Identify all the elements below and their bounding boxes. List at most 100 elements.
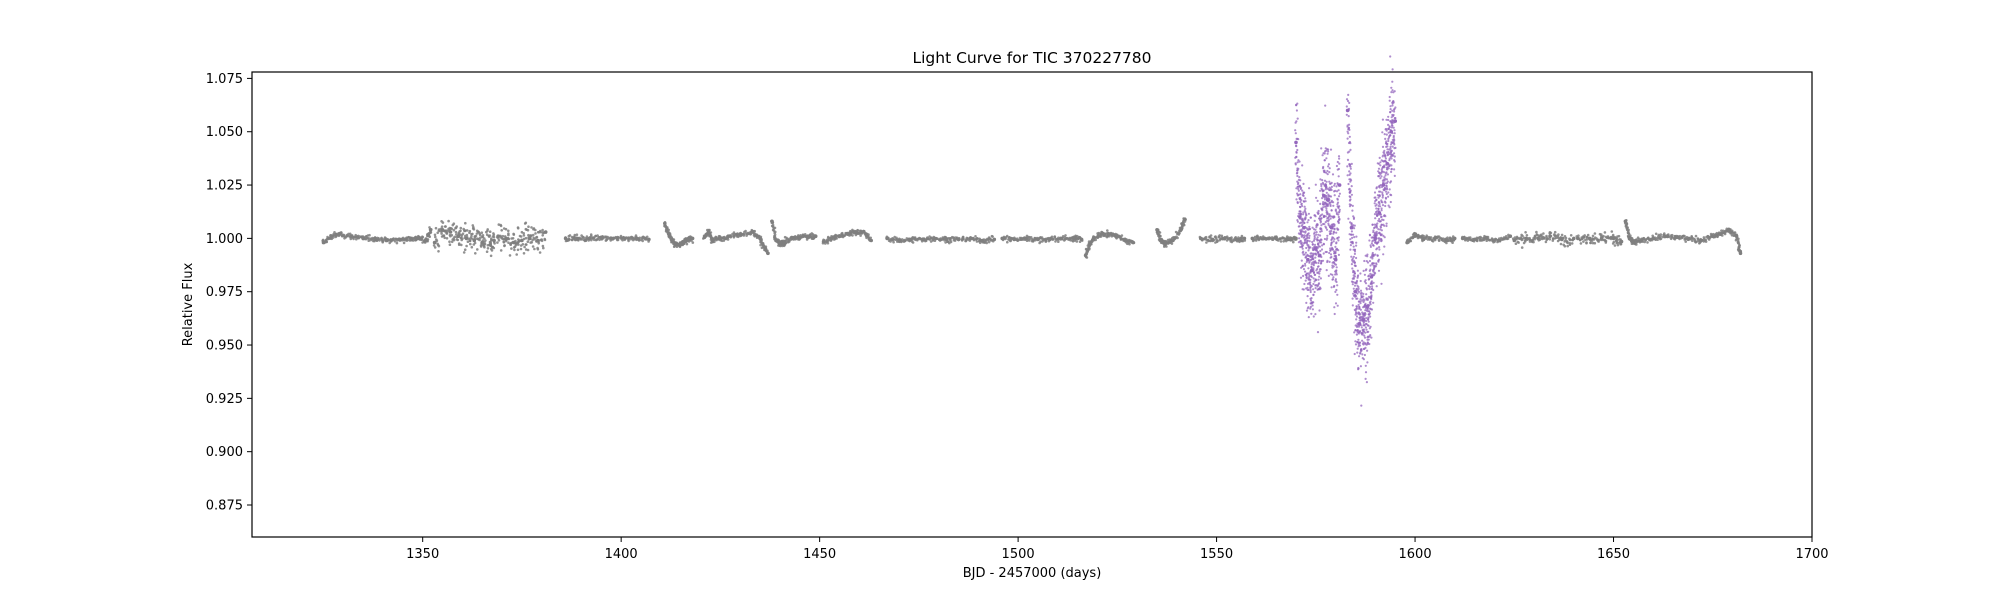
point-cloud-dot [1337,167,1340,171]
point-cloud-dot [1393,110,1396,113]
point-cloud-dot [1315,196,1318,199]
point-cloud-dot [1353,252,1356,255]
point-cloud-dot [1316,199,1319,202]
point-cloud-dot [1349,238,1352,241]
point-cloud-dot [1324,221,1327,224]
point-cloud-dot [450,227,454,231]
data-point [1576,236,1580,241]
point-cloud-dot [478,236,482,240]
point-cloud-dot [1380,209,1383,212]
point-cloud-dot [1351,204,1354,207]
point-cloud-dot [1307,278,1310,281]
point-cloud-dot [1694,234,1698,238]
data-point [1329,225,1334,230]
point-cloud-dot [1306,243,1309,246]
point-cloud-dot [1064,234,1067,237]
point-cloud-dot [773,226,777,230]
point-cloud-dot [1309,289,1312,292]
point-cloud-dot [1306,221,1309,224]
point-cloud-dot [732,231,736,234]
point-cloud-dot [1305,274,1308,277]
point-cloud-dot [1564,236,1568,240]
point-cloud-dot [1351,236,1354,239]
point-cloud-dot [1322,222,1325,226]
point-cloud-dot [1309,290,1312,294]
point-cloud-dot [1348,101,1351,104]
point-cloud-dot [1385,166,1388,169]
point-cloud-dot [460,243,463,247]
data-point [805,234,810,238]
point-cloud-dot [1390,170,1393,173]
point-cloud-dot [1593,232,1597,235]
point-cloud-dot [1303,221,1306,224]
point-cloud-dot [1365,328,1368,331]
point-cloud-dot [1384,137,1387,140]
data-point [1163,241,1167,246]
point-cloud-dot [1611,233,1615,237]
point-cloud-dot [1351,257,1354,260]
point-cloud-dot [435,239,439,242]
point-cloud-dot [1330,185,1333,188]
point-cloud-dot [1375,198,1378,202]
point-cloud-dot [1348,135,1351,138]
point-cloud-dot [1383,214,1386,217]
point-cloud-dot [1327,218,1330,221]
point-cloud-dot [1333,227,1336,230]
point-cloud-dot [427,232,431,235]
point-cloud-dot [1704,240,1708,243]
point-cloud-dot [1354,264,1357,267]
point-cloud-dot [1357,303,1360,306]
point-cloud-dot [1305,246,1308,250]
point-cloud-dot [1308,240,1311,243]
x-tick-label: 1550 [1200,547,1233,562]
data-point [647,237,651,242]
point-cloud-dot [1384,204,1387,208]
point-cloud-dot [1670,236,1674,239]
point-cloud-dot [489,241,492,244]
point-cloud-dot [1358,316,1361,319]
point-cloud-dot [1336,304,1339,307]
point-cloud-dot [521,243,525,246]
point-cloud-dot [541,228,544,232]
point-cloud-dot [1393,129,1396,132]
point-cloud-dot [1334,255,1338,258]
point-cloud-dot [421,235,424,238]
point-cloud-dot [1355,256,1358,260]
point-cloud-dot [1392,154,1395,157]
data-point [1512,238,1517,243]
point-cloud-dot [461,232,465,235]
plot-frame [251,71,1813,538]
point-cloud-dot [1361,332,1364,335]
point-cloud-dot [1355,305,1358,308]
point-cloud-dot [1337,155,1341,158]
point-cloud-dot [1387,167,1390,170]
point-cloud-dot [1329,249,1332,252]
point-cloud-dot [1369,244,1372,247]
point-cloud-dot [1320,183,1323,186]
data-point [428,228,433,232]
data-point [611,236,615,241]
point-cloud-dot [1297,187,1300,191]
point-cloud-dot [582,236,585,239]
point-cloud-dot [1300,218,1303,221]
point-cloud-dot [1324,215,1327,218]
data-point [678,241,683,246]
point-cloud-dot [1385,184,1388,187]
point-cloud-dot [1359,289,1363,292]
point-cloud-dot [1378,248,1381,251]
data-point [762,245,766,249]
point-cloud-dot [1391,104,1394,107]
point-cloud-dot [1368,233,1371,236]
point-cloud-dot [1520,246,1524,249]
y-tick-label: 0.875 [206,499,243,514]
point-cloud-dot [1570,242,1574,245]
point-cloud-dot [1385,118,1388,121]
data-point [1357,321,1362,326]
point-cloud-dot [1311,240,1314,244]
point-cloud-dot [777,238,780,242]
point-cloud-dot [1356,351,1359,354]
point-cloud-dot [1312,315,1315,318]
point-cloud-dot [1325,180,1328,183]
point-cloud-dot [1295,120,1298,123]
point-cloud-dot [1394,117,1397,120]
